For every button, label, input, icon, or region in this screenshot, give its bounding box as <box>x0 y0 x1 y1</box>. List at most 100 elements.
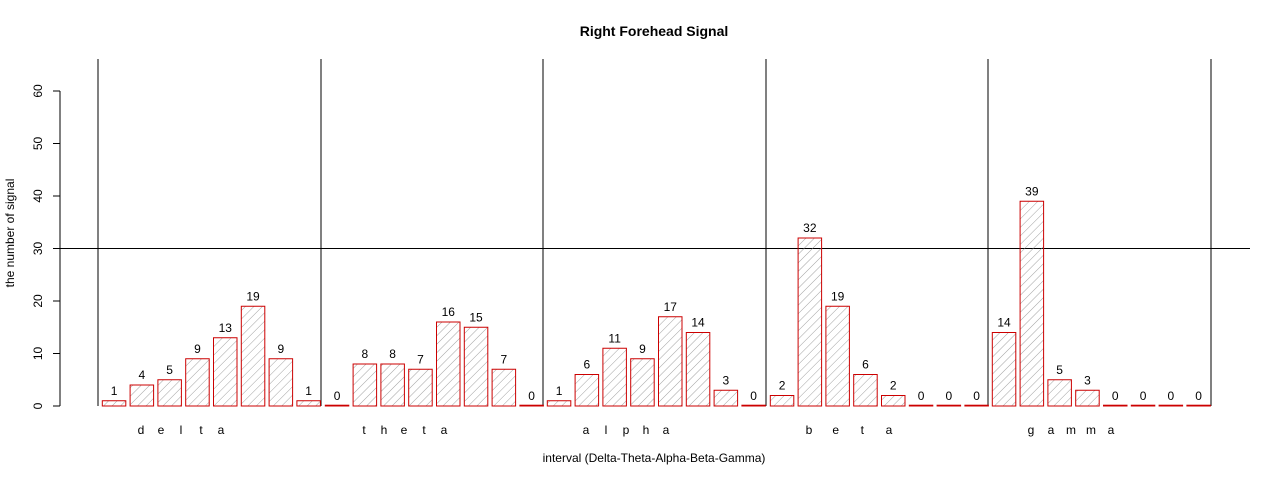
group-letter: a <box>218 423 225 437</box>
y-tick-label: 50 <box>31 137 45 151</box>
group-letter: l <box>180 423 183 437</box>
bar <box>602 347 627 407</box>
bar <box>908 404 934 407</box>
bar-value-label: 5 <box>1056 363 1063 377</box>
group-letter: h <box>381 423 388 437</box>
bar-value-label: 0 <box>1140 389 1147 403</box>
bar-value-label: 6 <box>584 358 591 372</box>
group-letter: e <box>158 423 165 437</box>
group-letter: a <box>1108 423 1115 437</box>
bar-value-label: 39 <box>1025 184 1039 198</box>
group-letter: d <box>138 423 145 437</box>
bar-value-label: 0 <box>973 389 980 403</box>
bar <box>324 404 350 407</box>
bar <box>797 237 823 407</box>
bar <box>630 358 655 407</box>
bar <box>1130 404 1156 407</box>
group-letter: a <box>663 423 670 437</box>
y-axis-label: the number of signal <box>3 179 17 288</box>
group-letter: a <box>583 423 590 437</box>
group-letter: a <box>1048 423 1055 437</box>
bar <box>213 337 238 407</box>
group-letter: t <box>861 423 865 437</box>
bar <box>463 326 489 407</box>
bar-value-label: 14 <box>997 316 1011 330</box>
bar <box>1075 389 1100 407</box>
bar-value-label: 9 <box>278 342 285 356</box>
bar-value-label: 0 <box>946 389 953 403</box>
bar <box>769 395 795 407</box>
bar-value-label: 0 <box>1168 389 1175 403</box>
bar <box>436 321 461 407</box>
bar <box>713 389 739 407</box>
group-letter: b <box>806 423 813 437</box>
bar <box>101 400 127 407</box>
bar-value-label: 0 <box>334 389 341 403</box>
group-letter: p <box>623 423 630 437</box>
bar-value-label: 9 <box>639 342 646 356</box>
bar-value-label: 15 <box>469 310 483 324</box>
bar <box>380 363 405 407</box>
bar <box>1186 404 1211 407</box>
bar-value-label: 2 <box>779 379 786 393</box>
bar-value-label: 3 <box>1084 373 1091 387</box>
bar <box>936 404 962 407</box>
bar <box>185 358 210 407</box>
group-letter: a <box>886 423 893 437</box>
bar <box>1019 200 1045 407</box>
bar <box>825 305 850 407</box>
group-letter: e <box>401 423 408 437</box>
bar <box>1103 404 1128 407</box>
group-letter: e <box>832 423 839 437</box>
bar-value-label: 19 <box>246 289 260 303</box>
y-tick-label: 40 <box>31 189 45 203</box>
y-tick-label: 0 <box>31 402 45 409</box>
bar <box>658 316 683 407</box>
bar-value-label: 19 <box>831 289 845 303</box>
bar <box>491 368 517 407</box>
bar <box>574 374 600 407</box>
bar <box>881 395 906 407</box>
group-letter: h <box>643 423 650 437</box>
bar-value-label: 0 <box>750 389 757 403</box>
bar-value-label: 0 <box>1112 389 1119 403</box>
bar-value-label: 6 <box>862 358 869 372</box>
group-letter: t <box>199 423 203 437</box>
x-axis-label: interval (Delta-Theta-Alpha-Beta-Gamma) <box>543 451 766 465</box>
group-letter: t <box>422 423 426 437</box>
bar <box>546 400 572 407</box>
bar <box>685 332 711 407</box>
group-letter: m <box>1086 423 1096 437</box>
bar <box>129 384 155 407</box>
bar-value-label: 7 <box>501 352 508 366</box>
bar-value-label: 8 <box>389 347 396 361</box>
bar-value-label: 11 <box>608 331 621 345</box>
chart-title: Right Forehead Signal <box>580 23 729 39</box>
bar <box>240 305 266 407</box>
bar-value-label: 17 <box>664 300 678 314</box>
bar <box>268 358 294 407</box>
y-tick-label: 20 <box>31 294 45 308</box>
bar-value-label: 0 <box>1195 389 1202 403</box>
bar-value-label: 0 <box>528 389 535 403</box>
bar-value-label: 0 <box>918 389 925 403</box>
bar-value-label: 14 <box>691 316 705 330</box>
bar <box>296 400 321 407</box>
bar-value-label: 32 <box>803 221 817 235</box>
bar <box>157 379 182 407</box>
bar-value-label: 1 <box>305 384 312 398</box>
group-letter: g <box>1028 423 1035 437</box>
bar-value-label: 5 <box>166 363 173 377</box>
group-letter: l <box>605 423 608 437</box>
bar <box>1158 404 1184 407</box>
bar-value-label: 9 <box>194 342 201 356</box>
bar-value-label: 7 <box>417 352 424 366</box>
bar-value-label: 4 <box>139 368 146 382</box>
bar <box>408 368 433 407</box>
bar-value-label: 13 <box>219 321 233 335</box>
bar <box>853 374 878 407</box>
y-tick-label: 10 <box>31 347 45 361</box>
group-letter: t <box>362 423 366 437</box>
